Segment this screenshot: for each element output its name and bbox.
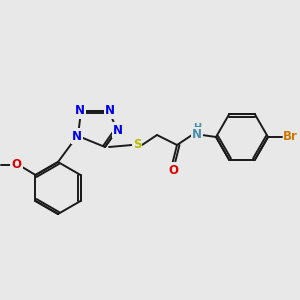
Text: N: N bbox=[75, 104, 85, 118]
Text: O: O bbox=[168, 164, 178, 176]
Text: Br: Br bbox=[283, 130, 297, 143]
Text: N: N bbox=[72, 130, 82, 142]
Text: N: N bbox=[105, 104, 115, 118]
Text: N: N bbox=[192, 128, 202, 142]
Text: N: N bbox=[113, 124, 123, 136]
Text: O: O bbox=[11, 158, 22, 170]
Text: S: S bbox=[133, 139, 141, 152]
Text: H: H bbox=[193, 123, 201, 133]
